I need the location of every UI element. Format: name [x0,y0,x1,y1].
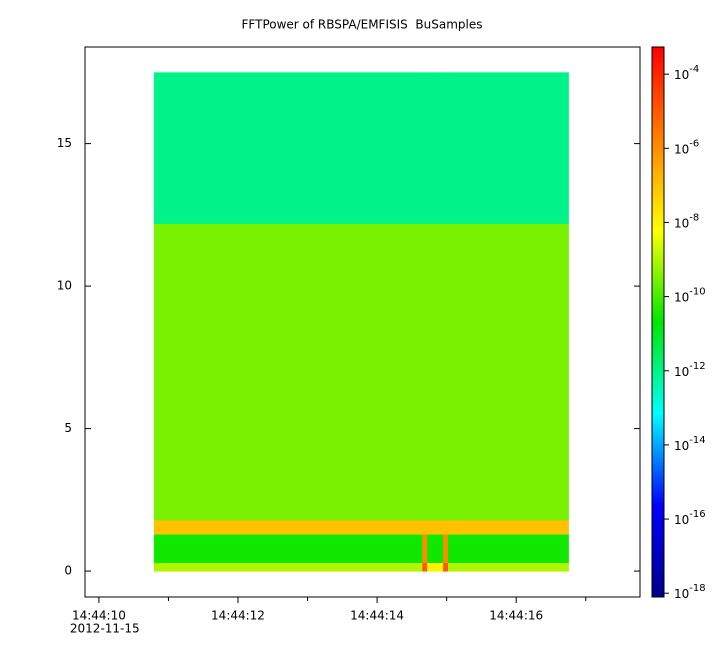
spectrogram-cell [422,519,428,535]
spectrogram-cell [422,562,428,572]
tick-base: 10 [674,142,689,156]
y-tick-label: 5 [64,421,72,435]
spectrogram-cell [448,562,569,572]
spectrogram-cell [443,534,449,564]
x-tick-label: 14:44:16 [489,609,543,623]
spectrogram-cell [448,72,569,224]
spectrogram-cell [443,562,449,572]
y-tick-label: 10 [57,279,72,293]
tick-base: 10 [674,68,689,82]
tick-exponent: -4 [689,64,699,75]
spectrogram-cell [153,562,423,572]
tick-base: 10 [674,364,689,378]
chart-title: FFTPower of RBSPA/EMFISIS BuSamples [242,18,483,32]
tick-base: 10 [674,290,689,304]
colorbar-tick-label: 10-4 [674,64,699,82]
spectrogram-cell [422,534,428,564]
spectrogram-cell [422,223,428,521]
plot-frame [84,46,641,598]
tick-exponent: -12 [689,361,705,372]
spectrogram-cell [153,223,423,521]
tick-exponent: -14 [689,435,705,446]
spectrogram-cell [448,223,569,521]
y-tick-label: 15 [57,136,72,150]
spectrogram-cell [448,519,569,535]
spectrogram-cell [153,519,423,535]
x-tick-label: 14:44:10 [72,609,126,623]
spectrogram-cell [427,534,444,564]
colorbar [651,46,665,598]
tick-base: 10 [674,438,689,452]
x-date-label: 2012-11-15 [70,622,140,636]
spectrogram-cell [153,534,423,564]
tick-exponent: -6 [689,138,699,149]
tick-exponent: -10 [689,287,705,298]
colorbar-tick-label: 10-10 [674,287,706,305]
colorbar-tick-label: 10-8 [674,212,699,230]
colorbar-tick-label: 10-16 [674,509,706,527]
tick-exponent: -18 [689,583,705,594]
colorbar-tick-label: 10-6 [674,138,699,156]
x-tick-label: 14:44:12 [211,609,265,623]
spectrogram-cell [443,72,449,224]
spectrogram-cell [443,519,449,535]
x-tick-label: 14:44:14 [350,609,404,623]
colorbar-tick-label: 10-12 [674,361,706,379]
spectrogram-cell [153,72,423,224]
tick-base: 10 [674,513,689,527]
tick-base: 10 [674,587,689,601]
y-tick-label: 0 [64,564,72,578]
spectrogram-cell [443,223,449,521]
tick-exponent: -8 [689,212,699,223]
spectrogram-cell [427,223,444,521]
tick-base: 10 [674,216,689,230]
spectrogram-cell [427,72,444,224]
colorbar-tick-label: 10-18 [674,583,706,601]
colorbar-tick-label: 10-14 [674,435,706,453]
spectrogram-cell [422,72,428,224]
spectrogram-cell [427,562,444,572]
tick-exponent: -16 [689,509,705,520]
spectrogram-cell [427,519,444,535]
spectrogram-cell [448,534,569,564]
